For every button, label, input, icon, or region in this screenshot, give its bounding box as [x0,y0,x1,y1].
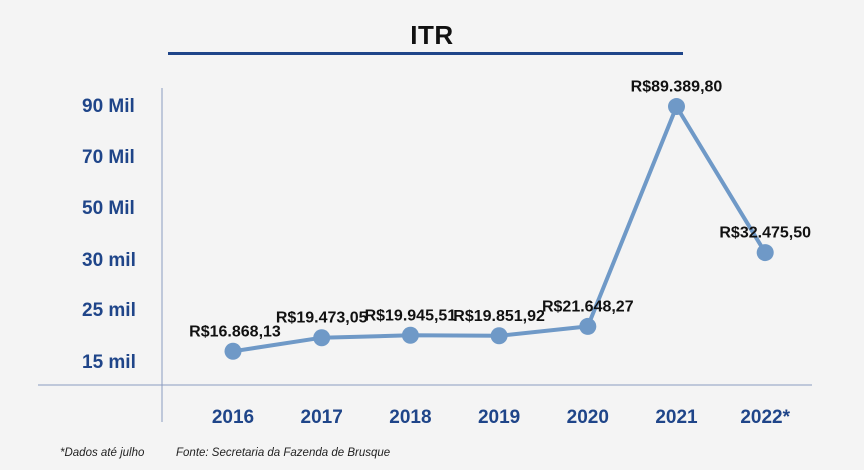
data-points [224,98,774,360]
footnote: *Dados até julho [60,447,145,459]
data-label: R$19.473,05 [276,310,368,327]
data-label: R$16.868,13 [189,323,281,340]
data-point [224,342,242,360]
x-tick-labels: 2016 2017 2018 2019 2020 2021 2022* [212,407,791,428]
data-label: R$32.475,50 [719,225,811,242]
x-tick-label: 2022* [740,407,790,428]
data-label: R$21.648,27 [542,298,634,315]
y-tick-label: 50 Mil [82,198,135,219]
title-underline [168,52,683,55]
source-note: Fonte: Secretaria da Fazenda de Brusque [176,447,391,459]
data-label: R$19.945,51 [365,307,457,324]
y-tick-labels: 15 mil 25 mil 30 mil 50 Mil 70 Mil 90 Mil [82,96,136,373]
y-tick-label: 90 Mil [82,96,135,117]
x-tick-label: 2018 [389,407,431,428]
data-point [756,244,774,262]
x-tick-label: 2017 [301,407,343,428]
x-tick-label: 2016 [212,407,254,428]
y-tick-label: 25 mil [82,300,136,321]
y-tick-label: 70 Mil [82,147,135,168]
data-point [313,329,331,347]
data-label: R$19.851,92 [453,308,545,325]
data-point [490,327,508,345]
data-point [579,317,597,335]
x-tick-label: 2019 [478,407,520,428]
y-tick-label: 30 mil [82,250,136,271]
data-label: R$89.389,80 [631,79,723,96]
chart-title: ITR [410,20,454,50]
data-point [401,326,419,344]
chart-plot: 15 mil 25 mil 30 mil 50 Mil 70 Mil 90 Mil 201… [38,79,812,428]
x-tick-label: 2020 [567,407,609,428]
x-tick-label: 2021 [655,407,698,428]
y-tick-label: 15 mil [82,352,136,373]
data-labels: R$16.868,13R$19.473,05R$19.945,51R$19.85… [189,79,811,341]
data-point [668,98,685,116]
